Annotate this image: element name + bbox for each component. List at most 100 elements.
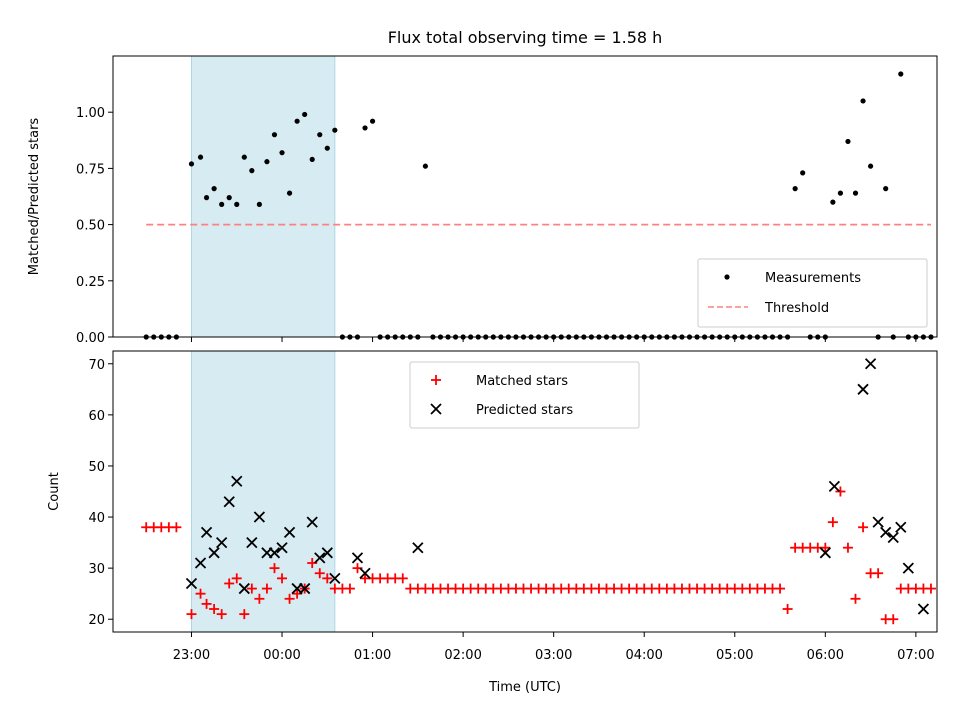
- predicted-star-point: [917, 603, 930, 615]
- matched-star-point: [925, 583, 936, 594]
- matched-star-point: [209, 604, 220, 615]
- count-x-tick-label: 03:00: [535, 648, 572, 663]
- predicted-star-point-b: [828, 480, 841, 493]
- matched-star-point: [397, 573, 408, 584]
- observing-window-span: [190, 55, 336, 338]
- count-y-axis-label: Count: [47, 472, 62, 511]
- predicted-star-point: [185, 577, 198, 590]
- predicted-star-point-b: [819, 547, 831, 559]
- predicted-star-point: [895, 521, 907, 533]
- predicted-star-point-b: [306, 516, 318, 528]
- count-legend: Matched stars Predicted stars: [409, 361, 640, 429]
- measurement-point: [332, 127, 338, 133]
- ratio-y-axis-label: Matched/Predicted stars: [27, 118, 42, 276]
- predicted-star-point-b: [185, 577, 198, 590]
- measurement-point: [362, 125, 368, 131]
- predicted-star-point: [329, 572, 341, 584]
- predicted-star-point-b: [412, 542, 424, 554]
- predicted-star-point-b: [902, 562, 914, 574]
- measurement-point: [309, 156, 315, 163]
- matched-star-point: [322, 573, 333, 584]
- measurement-point: [422, 163, 428, 169]
- matched-star-point: [344, 583, 355, 594]
- ratio-legend-box: [697, 258, 928, 328]
- x-axis-label: Time (UTC): [488, 680, 561, 695]
- predicted-star-point: [359, 567, 371, 579]
- measurement-point: [234, 201, 240, 207]
- predicted-star-point: [902, 562, 914, 574]
- predicted-star-point: [351, 552, 364, 564]
- predicted-star-point: [857, 383, 869, 395]
- matched-star-point: [782, 604, 793, 615]
- predicted-star-point: [880, 526, 892, 539]
- count-subplot: 20 30 40 50 60 70 23:00 00:00 01:00 02:00 03:00 04…: [47, 350, 938, 695]
- count-x-tick-label: 00:00: [263, 648, 300, 663]
- predicted-star-point-b: [864, 358, 877, 370]
- predicted-star-point-b: [208, 547, 220, 559]
- count-x-tick-label: 07:00: [897, 648, 934, 663]
- predicted-star-point-b: [887, 531, 899, 544]
- observing-window-span: [190, 350, 336, 633]
- matched-star-point: [314, 568, 325, 579]
- matched-star-point: [261, 583, 272, 594]
- count-y-tick-label: 60: [88, 409, 105, 424]
- count-x-tick-label: 23:00: [173, 648, 210, 663]
- matched-star-point: [858, 522, 869, 533]
- predicted-star-point: [283, 526, 296, 539]
- measurement-point: [271, 132, 278, 138]
- predicted-star-point-b: [253, 511, 266, 523]
- measurement-point: [867, 163, 874, 169]
- matched-star-point: [224, 578, 235, 589]
- matched-star-point: [239, 609, 250, 620]
- ratio-y-tick-label: 0.00: [76, 331, 105, 346]
- measurement-point: [317, 132, 323, 138]
- predicted-star-point-b: [917, 603, 930, 615]
- count-legend-box: [409, 361, 640, 429]
- predicted-star-point: [216, 536, 228, 549]
- predicted-star-point: [194, 557, 207, 569]
- legend-predicted-marker: [430, 403, 442, 415]
- predicted-star-point: [887, 531, 899, 544]
- matched-star-point: [269, 563, 280, 574]
- predicted-star-point: [828, 480, 841, 493]
- measurement-point: [279, 150, 285, 156]
- predicted-star-point-b: [329, 572, 341, 584]
- measurement-point: [883, 186, 889, 192]
- chart-title: Flux total observing time = 1.58 h: [388, 28, 663, 47]
- predicted-star-point: [268, 547, 281, 559]
- predicted-star-point-b: [359, 567, 371, 579]
- measurement-point: [830, 199, 836, 205]
- count-y-tick-label: 70: [88, 358, 105, 373]
- ratio-legend: Measurements Threshold: [697, 258, 928, 328]
- matched-star-point: [284, 593, 295, 604]
- measurement-point: [792, 186, 798, 192]
- count-axes-frame: [112, 350, 938, 633]
- matched-star-point: [231, 573, 242, 584]
- legend-measurements-label: Measurements: [765, 271, 861, 286]
- predicted-star-point-b: [194, 557, 207, 569]
- predicted-star-point: [208, 547, 220, 559]
- measurement-point: [241, 154, 247, 160]
- measurement-point: [219, 201, 225, 207]
- predicted-star-point-b: [231, 475, 243, 487]
- ratio-y-tick-label: 0.50: [76, 219, 105, 234]
- count-x-tick-label: 04:00: [625, 648, 662, 663]
- count-y-tick-label: 50: [88, 460, 105, 475]
- measurement-point: [324, 145, 330, 151]
- measurement-point: [302, 111, 308, 118]
- legend-measurements-marker: [724, 274, 730, 280]
- measurement-point: [800, 170, 806, 176]
- predicted-star-point-b: [283, 526, 296, 539]
- measurement-point: [249, 168, 255, 174]
- matched-star-point: [835, 486, 846, 497]
- matched-star-point: [216, 609, 227, 620]
- measurement-point: [203, 195, 210, 201]
- measurement-point: [294, 118, 300, 124]
- measurement-point: [188, 161, 195, 167]
- legend-matched-glyph: [431, 375, 441, 385]
- ratio-axes-frame: [112, 55, 938, 338]
- count-y-ticks: 20 30 40 50 60 70: [88, 358, 113, 628]
- count-x-tick-label: 06:00: [807, 648, 844, 663]
